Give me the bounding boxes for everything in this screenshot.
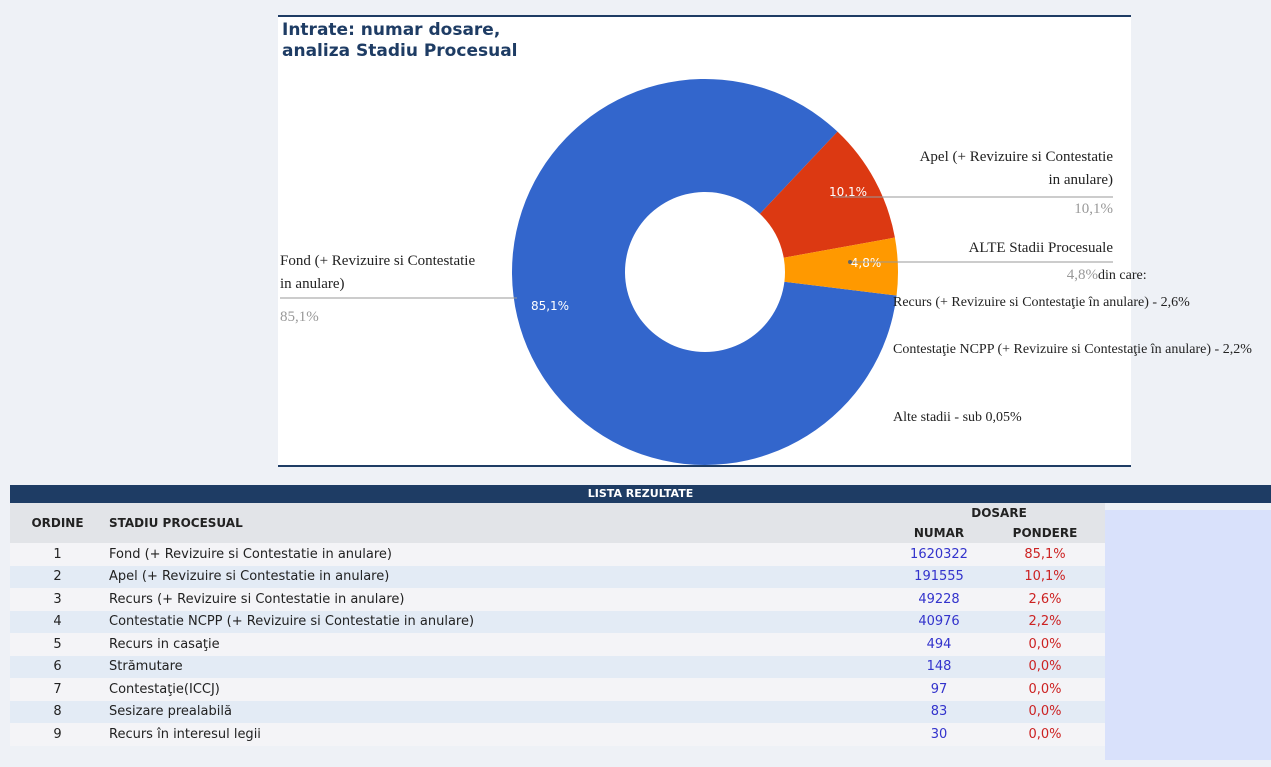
side-panel [1105, 510, 1271, 760]
table-cell: 1620322 [893, 543, 985, 566]
table-cell: 148 [893, 655, 985, 678]
table-cell: 0,0% [985, 633, 1105, 656]
table-cell: 30 [893, 723, 985, 746]
chart-title: Intrate: numar dosare, analiza Stadiu Pr… [282, 20, 518, 61]
legend-value: 10,1% [1074, 201, 1113, 217]
donut-slice [511, 78, 897, 465]
table-cell: 2 [10, 565, 105, 588]
table-cell: 5 [10, 633, 105, 656]
table-cell: Strămutare [105, 655, 893, 678]
donut-slice [759, 131, 895, 258]
table-cell: 10,1% [985, 565, 1105, 588]
table-cell: 0,0% [985, 678, 1105, 701]
legend-label: Fond (+ Revizuire si Contestatie in anul… [280, 253, 476, 292]
legend-label: Apel (+ Revizuire si Contestatie in anul… [919, 149, 1113, 188]
table-row: 9 Recurs în interesul legii 30 0,0% [10, 723, 1105, 746]
header-row: NUMAR PONDERE [10, 523, 1105, 543]
slice-label: 4,8% [851, 256, 882, 270]
annotation: Contestaţie NCPP (+ Revizuire si Contest… [893, 342, 1252, 357]
table-cell: Contestaţie(ICCJ) [105, 678, 893, 701]
table-cell: 0,0% [985, 700, 1105, 723]
table-cell: 8 [10, 700, 105, 723]
table-row: 2 Apel (+ Revizuire si Contestatie in anu… [10, 565, 1105, 588]
column-header: ORDINE [10, 503, 105, 543]
table-row: 5 Recurs in casaţie 494 0,0% [10, 633, 1105, 656]
table-cell: 6 [10, 655, 105, 678]
table-cell: 191555 [893, 565, 985, 588]
table-cell: 49228 [893, 588, 985, 611]
table-cell: 97 [893, 678, 985, 701]
annotation: Alte stadii - sub 0,05% [893, 410, 1022, 425]
slice-label: 85,1% [531, 299, 569, 313]
table-cell: 40976 [893, 610, 985, 633]
table-cell: Recurs în interesul legii [105, 723, 893, 746]
header-row: ORDINE STADIU PROCESUAL DOSARE [10, 503, 1105, 543]
table-cell: Fond (+ Revizuire si Contestatie in anul… [105, 543, 893, 566]
table-cell: 2,6% [985, 588, 1105, 611]
table-row: 6 Strămutare 148 0,0% [10, 655, 1105, 678]
legend-label: ALTE Stadii Procesuale [968, 240, 1113, 256]
table-cell: 0,0% [985, 655, 1105, 678]
slice-label: 10,1% [829, 185, 867, 199]
table-title: LISTA REZULTATE [10, 485, 1271, 503]
table-cell: Sesizare prealabilă [105, 700, 893, 723]
legend-value: 4,8% [1066, 267, 1098, 283]
table-cell: 2,2% [985, 610, 1105, 633]
group-header: DOSARE [893, 503, 1105, 523]
column-header: STADIU PROCESUAL [105, 503, 893, 543]
table-cell: 4 [10, 610, 105, 633]
table-cell: 83 [893, 700, 985, 723]
table-cell: Recurs in casaţie [105, 633, 893, 656]
table-cell: Recurs (+ Revizuire si Contestatie in an… [105, 588, 893, 611]
leader-dot [848, 260, 852, 264]
table-cell: 1 [10, 543, 105, 566]
annotation: din care: [1098, 268, 1147, 283]
annotation: Recurs (+ Revizuire si Contestaţie în an… [893, 295, 1190, 310]
table-row: 7 Contestaţie(ICCJ) 97 0,0% [10, 678, 1105, 701]
table-cell: 0,0% [985, 723, 1105, 746]
table-cell: 3 [10, 588, 105, 611]
donut-slice [783, 237, 898, 296]
table-cell: 7 [10, 678, 105, 701]
table-cell: 494 [893, 633, 985, 656]
table-row: 1 Fond (+ Revizuire si Contestatie in anu… [10, 543, 1105, 566]
table-row: 8 Sesizare prealabilă 83 0,0% [10, 700, 1105, 723]
column-header: NUMAR [893, 523, 985, 543]
column-header: PONDERE [985, 523, 1105, 543]
chart: 85,1% 10,1% 4,8% [280, 78, 1113, 465]
table-cell: Apel (+ Revizuire si Contestatie in anul… [105, 565, 893, 588]
table-row: 3 Recurs (+ Revizuire si Contestatie in a… [10, 588, 1105, 611]
table-row: 4 Contestatie NCPP (+ Revizuire si Contes… [10, 610, 1105, 633]
table-cell: 85,1% [985, 543, 1105, 566]
table-cell: 9 [10, 723, 105, 746]
table-cell: Contestatie NCPP (+ Revizuire si Contest… [105, 610, 893, 633]
results-table: ORDINE STADIU PROCESUAL DOSARE NUMAR PONDERE… [10, 503, 1105, 746]
legend-value: 85,1% [280, 309, 319, 325]
